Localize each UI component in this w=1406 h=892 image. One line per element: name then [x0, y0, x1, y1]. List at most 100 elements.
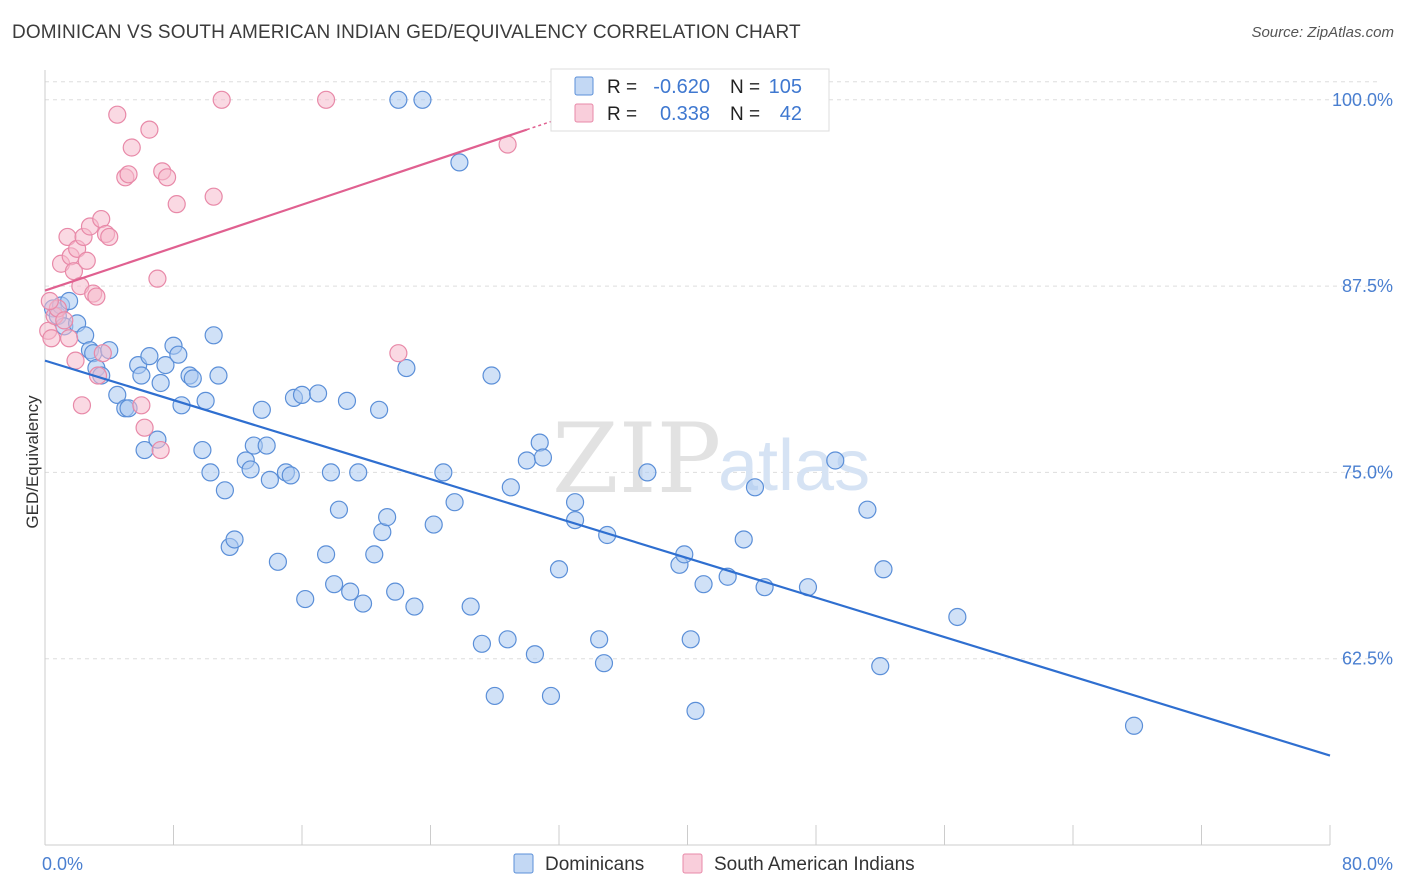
legend-swatch-blue	[574, 76, 594, 96]
dominican-point	[325, 575, 344, 594]
dominican-point	[321, 463, 341, 482]
dominican-point	[397, 358, 416, 378]
south-american-indian-point	[66, 351, 85, 370]
dominican-point	[370, 400, 389, 419]
dominican-point	[482, 366, 501, 385]
legend-r-label: R =	[607, 104, 637, 125]
y-tick-labels: 62.5% 75.0% 87.5% 100.0%	[1332, 90, 1393, 669]
dominican-point	[316, 545, 336, 564]
dominican-point	[541, 686, 561, 706]
south-american-indian-point	[151, 440, 170, 460]
watermark-atlas: atlas	[718, 426, 870, 506]
dominican-point	[826, 451, 845, 470]
south-american-indian-point	[132, 396, 151, 415]
dominican-point	[378, 508, 397, 527]
dominican-point	[386, 582, 405, 601]
dominican-point	[686, 701, 705, 720]
south-american-indian-point	[88, 366, 108, 385]
dominican-point	[461, 597, 480, 616]
south-american-indian-point	[100, 227, 119, 247]
dominican-point	[549, 560, 569, 579]
dominican-point	[365, 545, 384, 564]
dominican-point	[353, 594, 373, 613]
y-tick-label: 75.0%	[1342, 462, 1393, 482]
south-american-indian-point	[42, 329, 61, 348]
dominican-point	[241, 460, 260, 479]
dominican-point	[151, 373, 170, 393]
dominican-point	[268, 552, 288, 571]
dominican-point	[948, 607, 967, 627]
south-american-indian-point	[40, 291, 59, 311]
dominican-point	[257, 436, 276, 455]
dominican-point	[530, 433, 549, 452]
dominican-point	[260, 470, 279, 489]
dominican-point	[734, 530, 753, 549]
dominican-point	[201, 463, 220, 482]
dominican-point	[590, 630, 609, 649]
south-american-indian-point	[93, 344, 112, 363]
dominican-point	[132, 366, 151, 385]
south-american-indian-point	[122, 138, 141, 157]
south-american-indian-trend-line	[44, 128, 528, 292]
south-american-indian-point	[135, 418, 154, 437]
south-american-indian-point	[77, 251, 96, 270]
dominican-point	[296, 589, 315, 609]
dominican-point	[694, 575, 713, 594]
x-tick-label: 0.0%	[42, 854, 83, 874]
dominican-point	[445, 493, 464, 512]
dominican-point	[594, 654, 614, 673]
dominican-point	[405, 597, 424, 616]
x-tick-label: 80.0%	[1342, 854, 1393, 874]
dominican-point	[140, 347, 159, 366]
legend-r-label: R =	[607, 77, 637, 98]
dominican-point	[215, 481, 234, 500]
south-american-indian-point	[87, 287, 106, 306]
legend-r-value: 0.338	[660, 103, 710, 125]
south-american-indian-point	[148, 269, 167, 288]
dominican-point	[292, 385, 312, 405]
legend-n-label: N =	[730, 77, 760, 98]
legend-swatch-pink	[574, 103, 594, 123]
south-american-indian-point	[316, 90, 336, 109]
dominican-point	[193, 440, 212, 460]
dominican-point	[281, 466, 300, 485]
legend-r-value: -0.620	[653, 76, 710, 98]
dominican-point	[681, 630, 700, 649]
dominican-point	[485, 686, 504, 706]
dominican-point	[533, 448, 553, 467]
dominican-point	[745, 478, 765, 497]
legend-box	[550, 68, 830, 132]
legend-n-value: 105	[769, 76, 802, 98]
chart-source: Source: ZipAtlas.com	[1251, 24, 1394, 41]
dominican-point	[434, 463, 453, 482]
dominican-trend-line	[44, 359, 1331, 757]
dominican-point	[501, 478, 520, 497]
dominican-point	[156, 355, 175, 375]
series-legend: Dominicans South American Indians	[513, 853, 915, 875]
dominican-point	[337, 391, 357, 410]
south-american-indian-point	[389, 344, 408, 363]
correlation-legend: R = -0.620 N = 105 R = 0.338 N = 42	[550, 68, 830, 132]
dominican-point	[413, 90, 432, 109]
x-tick-labels: 0.0% 80.0%	[42, 854, 1393, 874]
legend-n-value: 42	[780, 103, 802, 125]
dominican-point	[565, 493, 585, 512]
axes-layer	[44, 70, 1331, 846]
dominican-point	[108, 385, 127, 405]
dominican-point	[225, 530, 244, 549]
south-american-indian-point	[212, 90, 231, 109]
south-american-indian-point	[59, 329, 79, 348]
dominican-point	[424, 515, 443, 534]
y-tick-label: 100.0%	[1332, 90, 1393, 110]
dominican-point	[472, 634, 491, 653]
south-american-indian-point	[157, 168, 177, 187]
dominican-point	[498, 630, 517, 649]
dominican-point	[638, 463, 657, 482]
series-legend-label-south-american-indians: South American Indians	[714, 854, 915, 875]
dominican-point	[349, 463, 368, 482]
y-tick-label: 87.5%	[1342, 276, 1393, 296]
y-tick-label: 62.5%	[1342, 649, 1393, 669]
dominican-point	[252, 400, 271, 419]
south-american-indian-point	[55, 311, 74, 330]
